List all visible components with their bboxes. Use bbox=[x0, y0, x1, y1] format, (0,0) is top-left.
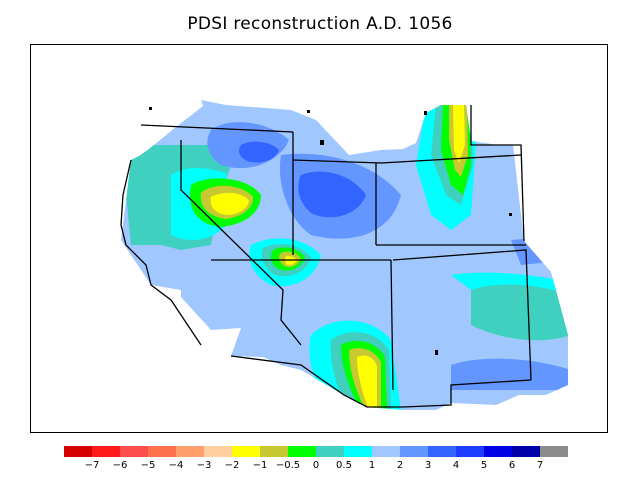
pdsi-map bbox=[120, 100, 568, 410]
colorbar-tick-label: −6 bbox=[112, 460, 128, 471]
nebraska-line bbox=[470, 105, 525, 242]
us-mexico-border bbox=[230, 355, 403, 408]
colorbar-segment bbox=[148, 446, 176, 457]
pdsi-cyan-se bbox=[451, 272, 568, 295]
lake-marker bbox=[509, 213, 512, 216]
lake-marker bbox=[424, 111, 427, 115]
pdsi-yellow-south bbox=[357, 355, 377, 410]
colorbar-segment bbox=[64, 446, 92, 457]
pdsi-blue-se bbox=[451, 358, 568, 390]
map-frame bbox=[30, 44, 608, 433]
map-title: PDSI reconstruction A.D. 1056 bbox=[187, 14, 453, 34]
colorbar-segment bbox=[288, 446, 316, 457]
colorbar-tick-label: −3 bbox=[196, 460, 212, 471]
colorbar-tick-label: 0.5 bbox=[336, 460, 352, 471]
colorbar-segment bbox=[428, 446, 456, 457]
colorbar-tick-label: 3 bbox=[424, 460, 432, 471]
pacific-coast bbox=[120, 159, 202, 346]
colorbar-segment bbox=[232, 446, 260, 457]
lakes bbox=[149, 107, 512, 355]
colorbar-segment bbox=[484, 446, 512, 457]
colorbar-tick-label: 6 bbox=[508, 460, 516, 471]
colorbar-tick-label: −7 bbox=[84, 460, 100, 471]
colorbar-tick-label: −1 bbox=[252, 460, 268, 471]
nv-idaho-border bbox=[140, 124, 294, 133]
pdsi-yellow-west bbox=[210, 192, 249, 215]
colorbar-segment bbox=[176, 446, 204, 457]
pdsi-dark-central bbox=[298, 171, 366, 218]
nevada-border bbox=[180, 140, 302, 346]
colorbar-segment bbox=[344, 446, 372, 457]
colorbar-tick-label: 5 bbox=[480, 460, 488, 471]
nm-east bbox=[392, 249, 532, 381]
colorbar-segment bbox=[372, 446, 400, 457]
colorbar-segment bbox=[92, 446, 120, 457]
pdsi-yellow-east bbox=[453, 105, 465, 163]
colorbar bbox=[64, 446, 568, 458]
colorbar-segment bbox=[512, 446, 540, 457]
colorbar-tick-label: 4 bbox=[452, 460, 460, 471]
pdsi-teal-se bbox=[471, 279, 568, 341]
colorbar-tick-label: 2 bbox=[396, 460, 404, 471]
state-boundaries bbox=[120, 105, 532, 408]
colorbar-tick-label: 0 bbox=[312, 460, 320, 471]
colorbar-segment bbox=[400, 446, 428, 457]
arizona-nm-line bbox=[390, 259, 394, 391]
colorbar-tick-label: −2 bbox=[224, 460, 240, 471]
colorbar-segment bbox=[540, 446, 568, 457]
lake-marker bbox=[435, 350, 438, 355]
colorbar-labels: −7 −6 −5 −4 −3 −2 −1 −0.5 0 0.5 1 2 3 4 5 6 7 bbox=[64, 460, 584, 474]
lake-marker bbox=[149, 107, 152, 110]
pdsi-dark-north bbox=[239, 141, 279, 163]
colorbar-segment bbox=[260, 446, 288, 457]
colorbar-segment bbox=[120, 446, 148, 457]
colorbar-tick-label: −0.5 bbox=[275, 460, 301, 471]
lake-marker bbox=[320, 140, 324, 145]
colorbar-tick-label: 7 bbox=[536, 460, 544, 471]
colorado-north bbox=[292, 154, 522, 164]
colorbar-segment bbox=[204, 446, 232, 457]
colorbar-tick-label: −4 bbox=[168, 460, 184, 471]
lake-marker bbox=[307, 110, 310, 113]
colorbar-segment bbox=[456, 446, 484, 457]
texas-panhandle bbox=[402, 379, 532, 408]
colorbar-tick-label: −5 bbox=[140, 460, 156, 471]
colorbar-segment bbox=[316, 446, 344, 457]
colorbar-tick-label: 1 bbox=[368, 460, 376, 471]
